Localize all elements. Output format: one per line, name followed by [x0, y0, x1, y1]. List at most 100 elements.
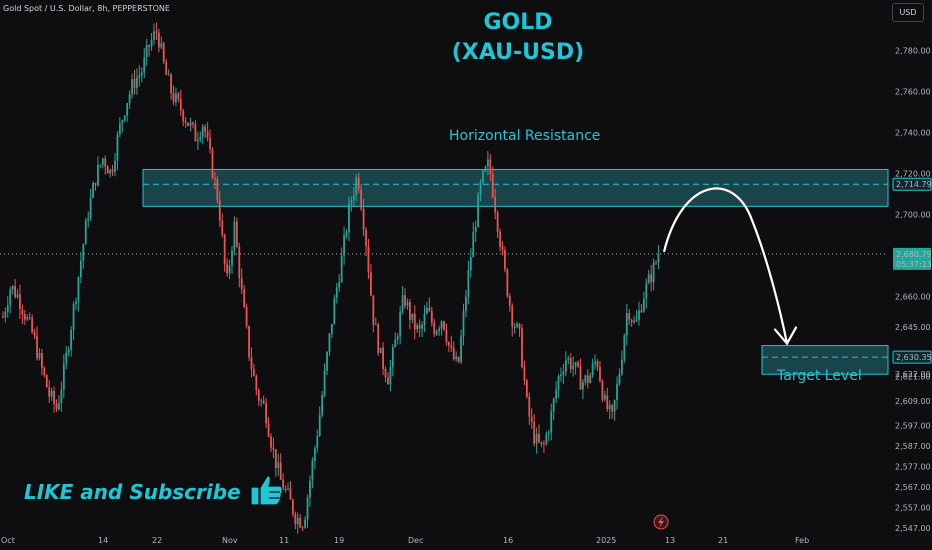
candle-body	[26, 317, 29, 320]
candle-body	[170, 74, 172, 93]
candle-body	[89, 197, 92, 219]
price-tag-countdown: 05:37:13	[896, 260, 932, 269]
candle-body	[379, 347, 382, 353]
candle-body	[579, 366, 582, 390]
candle-body	[389, 367, 392, 385]
candle-body	[625, 313, 628, 336]
candle-body	[289, 488, 292, 500]
candle-body	[652, 262, 655, 283]
candle-body	[128, 94, 131, 104]
candle-body	[355, 177, 358, 195]
candle-body	[521, 328, 523, 368]
price-tag-label: 2,630.35	[896, 353, 932, 362]
candle-body	[167, 74, 170, 76]
candle-body	[31, 317, 34, 333]
candle-body	[84, 220, 87, 245]
candle-body	[467, 270, 470, 297]
candle-body	[418, 325, 421, 329]
x-tick-label: 22	[152, 536, 162, 545]
candle-body	[40, 353, 43, 368]
candle-body	[9, 289, 12, 306]
candle-body	[516, 323, 519, 327]
candle-body	[594, 361, 596, 364]
candle-body	[136, 77, 138, 88]
candle-body	[569, 358, 572, 370]
candle-body	[333, 297, 336, 325]
candle-body	[243, 289, 246, 308]
candle-body	[479, 181, 482, 195]
candle-body	[296, 517, 299, 525]
price-axis: 2,547.00 2,557.00 2,567.00 2,577.00 2,587.00…	[892, 47, 932, 533]
candle-body	[60, 389, 63, 403]
candle-body	[428, 307, 431, 311]
candle-body	[114, 160, 116, 172]
candle-body	[75, 301, 77, 305]
candle-body	[482, 170, 484, 182]
x-tick-label: 21	[718, 536, 728, 545]
candle-body	[306, 497, 309, 520]
candle-body	[72, 304, 75, 330]
candle-body	[567, 358, 570, 360]
candle-body	[494, 197, 497, 213]
candle-body	[394, 339, 397, 348]
candle-body	[635, 319, 638, 321]
candle-body	[421, 324, 423, 329]
candle-body	[133, 79, 136, 88]
candle-body	[231, 249, 233, 266]
candle-body	[92, 182, 94, 198]
price-tag-box	[893, 247, 931, 270]
candle-body	[360, 189, 363, 209]
candle-body	[270, 436, 272, 448]
forecast-arrowhead	[773, 326, 798, 346]
candle-body	[574, 362, 577, 367]
candle-body	[240, 277, 243, 290]
candle-body	[535, 433, 538, 444]
candle-body	[384, 368, 387, 378]
candle-body	[4, 311, 7, 318]
candle-body	[184, 121, 187, 123]
candle-body	[106, 166, 109, 174]
candle-body	[655, 262, 657, 264]
candle-body	[82, 244, 85, 261]
candle-body	[540, 441, 543, 444]
candles-layer	[2, 22, 660, 534]
y-tick-label: 2,645.00	[895, 323, 931, 332]
y-tick-label: 2,660.00	[895, 292, 931, 301]
candle-body	[326, 352, 328, 371]
candle-body	[279, 462, 282, 480]
candle-body	[408, 302, 411, 320]
candle-body	[238, 246, 241, 278]
x-tick-label: 11	[279, 536, 289, 545]
candle-body	[274, 449, 277, 469]
candle-body	[99, 164, 102, 166]
y-tick-label: 2,740.00	[895, 129, 931, 138]
candle-body	[640, 310, 643, 312]
candle-body	[53, 390, 55, 404]
candle-body	[357, 177, 360, 190]
candle-body	[48, 387, 51, 397]
candle-body	[19, 294, 21, 310]
x-tick-label: Feb	[795, 536, 809, 545]
candle-body	[557, 376, 560, 390]
candle-body	[253, 369, 255, 376]
x-tick-label: 13	[665, 536, 675, 545]
y-tick-label: 2,780.00	[895, 47, 931, 56]
candle-body	[611, 405, 614, 412]
lightning-icon[interactable]	[653, 514, 669, 530]
candle-body	[362, 208, 365, 230]
candle-body	[340, 255, 343, 283]
thumbs-up-icon	[250, 475, 283, 506]
like-subscribe-label: LIKE and Subscribe	[24, 480, 241, 504]
candle-body	[352, 194, 355, 201]
candle-body	[572, 366, 575, 370]
candle-body	[116, 134, 119, 161]
candle-body	[430, 310, 433, 323]
candle-body	[267, 423, 270, 437]
candle-body	[277, 462, 280, 469]
candle-body	[596, 361, 599, 368]
currency-button[interactable]: USD	[892, 3, 924, 22]
candle-body	[179, 98, 182, 111]
candle-body	[148, 45, 151, 47]
candle-body	[577, 362, 579, 367]
